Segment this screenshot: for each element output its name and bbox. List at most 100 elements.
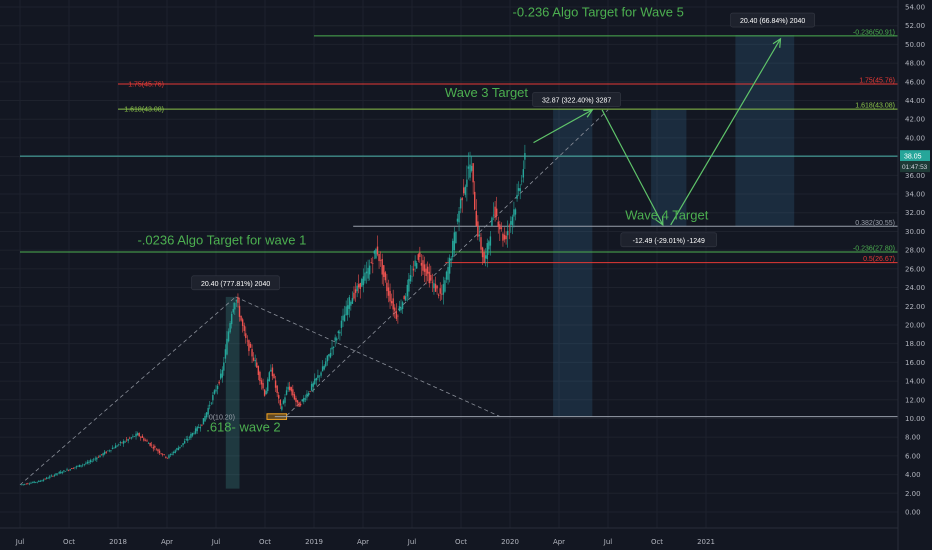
candle-body xyxy=(254,360,256,362)
candle-body xyxy=(287,386,289,390)
candle-body xyxy=(506,230,509,236)
candle-body xyxy=(124,441,126,443)
candle-body xyxy=(96,457,98,460)
y-tick-label: 8.00 xyxy=(905,434,921,442)
candle-body xyxy=(378,253,380,262)
candle-body xyxy=(461,197,463,201)
candle-body xyxy=(337,331,340,334)
candle-body xyxy=(166,457,169,459)
candle-body xyxy=(307,393,310,396)
price-axis[interactable]: 0.00 2.00 4.00 6.00 8.00 10.00 12.00 14.00 16.00… xyxy=(897,0,930,550)
candle-body xyxy=(146,440,148,442)
candle-body xyxy=(102,453,104,456)
candle-body xyxy=(245,333,247,338)
candle-body xyxy=(387,287,390,296)
candle-body xyxy=(114,445,117,449)
candle-body xyxy=(110,450,112,451)
candle-body xyxy=(452,240,454,257)
candle-body xyxy=(494,206,496,218)
candle-body xyxy=(158,450,161,454)
candle-body xyxy=(80,465,82,467)
candle-body xyxy=(343,314,346,322)
candle-body xyxy=(67,469,70,471)
candle-body xyxy=(284,397,286,403)
candle-body xyxy=(155,449,158,451)
measure-label: -12.49 (-29.01%) -1249 xyxy=(633,238,705,245)
candle-body xyxy=(91,461,93,462)
measure-label: 20.40 (66.84%) 2040 xyxy=(740,18,805,25)
candle-body xyxy=(357,284,360,288)
candle-body xyxy=(176,448,178,450)
candle-body xyxy=(202,418,205,425)
candle-body xyxy=(356,285,358,292)
candle-body xyxy=(376,246,379,255)
candle-body xyxy=(105,451,107,453)
candle-body xyxy=(298,402,300,407)
candle-body xyxy=(180,445,183,446)
candle-body xyxy=(459,198,462,209)
x-tick-label: Oct xyxy=(651,538,663,546)
candle-body xyxy=(97,457,100,458)
candle-body xyxy=(351,298,354,304)
candle-body xyxy=(524,153,526,160)
candle-body xyxy=(262,383,264,389)
candle-body xyxy=(140,437,142,438)
candle-body xyxy=(345,306,347,316)
candle-body xyxy=(431,281,434,283)
candle-body xyxy=(194,428,197,434)
candle-body xyxy=(44,478,46,480)
candle-body xyxy=(292,389,294,396)
candle-body xyxy=(395,311,398,319)
candle-body xyxy=(521,180,523,182)
candle-body xyxy=(270,369,272,372)
candle-body xyxy=(212,395,214,401)
time-axis[interactable]: Jul Oct 2018 Apr Jul Oct 2019 Apr Jul Oct 2020 Apr J… xyxy=(0,527,898,546)
candle-body xyxy=(193,433,195,434)
y-tick-label: 18.00 xyxy=(905,340,925,348)
y-tick-label: 32.00 xyxy=(905,209,925,217)
candle-body xyxy=(213,390,216,394)
candle-body xyxy=(119,442,122,444)
candle-body xyxy=(309,391,311,392)
candle-body xyxy=(135,433,137,437)
level-label: 1.618(43.08) xyxy=(855,103,895,110)
candle-body xyxy=(218,381,220,384)
candle-body xyxy=(27,483,29,485)
candle-body xyxy=(256,362,258,368)
candle-body xyxy=(453,232,456,251)
candle-body xyxy=(74,467,76,469)
chart-annotation: 0(10.20) xyxy=(209,414,235,421)
candle-body xyxy=(69,469,71,471)
candle-body xyxy=(24,484,26,485)
candle-body xyxy=(39,480,42,482)
candle-body xyxy=(483,252,485,264)
candle-body xyxy=(372,263,374,264)
candle-body xyxy=(426,266,429,274)
candle-body xyxy=(423,264,426,272)
y-tick-label: 14.00 xyxy=(905,378,925,386)
chart-annotation: -0.236 Algo Target for Wave 5 xyxy=(513,4,684,19)
candle-body xyxy=(230,313,233,325)
candle-body xyxy=(445,271,448,280)
level-label: 1.75(45.76) xyxy=(859,78,895,85)
candle-body xyxy=(400,307,402,311)
candle-body xyxy=(367,267,369,279)
chart-annotation: Wave 3 Target xyxy=(445,85,528,100)
candle-body xyxy=(503,234,506,240)
candle-body xyxy=(224,349,227,359)
candle-body xyxy=(204,415,206,422)
candle-body xyxy=(141,435,144,438)
candle-body xyxy=(235,300,238,302)
countdown-badge xyxy=(900,161,930,173)
candle-body xyxy=(199,427,202,429)
x-tick-label: Jul xyxy=(15,538,25,546)
candle-body xyxy=(243,325,245,331)
candle-body xyxy=(278,395,280,399)
candle-body xyxy=(303,397,305,402)
x-tick-label: 2021 xyxy=(697,538,715,546)
candle-body xyxy=(353,292,355,299)
candle-body xyxy=(177,447,180,451)
arrow-head xyxy=(655,215,664,227)
